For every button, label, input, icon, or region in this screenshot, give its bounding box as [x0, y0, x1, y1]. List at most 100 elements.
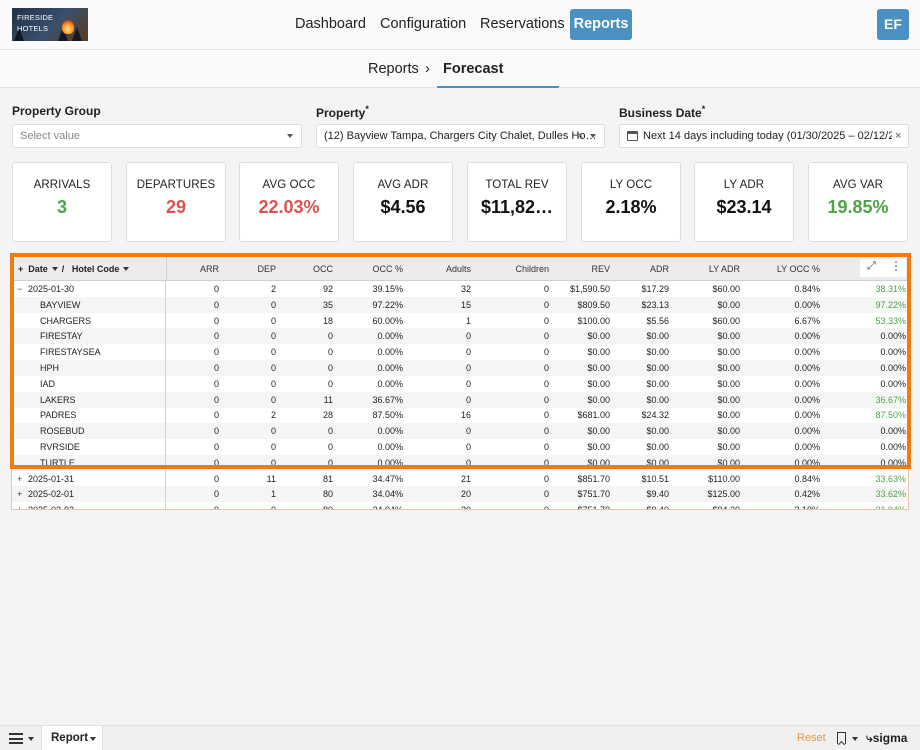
page-tab-report[interactable]: Report: [41, 726, 103, 750]
table-row-date[interactable]: +2025-01-31 0 11 81 34.47% 21 0 $851.70 $10.51 $1…: [12, 470, 908, 487]
nav-tab-reservations[interactable]: Reservations: [480, 16, 565, 32]
table-cell-var: 36.67%: [875, 394, 906, 405]
table-cell-adults: 32: [460, 284, 471, 294]
chevron-down-icon: [590, 134, 596, 138]
table-row-hotel[interactable]: PADRES 0 2 28 87.50% 16 0 $681.00 $24.32 $0.00 0.0…: [12, 407, 908, 424]
header-separator: /: [61, 264, 65, 274]
expand-icon[interactable]: ⤢: [867, 260, 876, 272]
table-cell-occ: 0: [327, 378, 333, 389]
table-cell-children: 0: [543, 489, 549, 500]
column-header-ly-occ-pct[interactable]: LY OCC %: [776, 264, 820, 274]
column-header-occ-pct[interactable]: OCC %: [372, 264, 403, 274]
table-cell-var: 0.00%: [880, 331, 906, 342]
collapse-row-icon[interactable]: −: [17, 284, 23, 294]
row-label: FIRESTAYSEA: [40, 347, 101, 358]
business-date-value: Next 14 days including today (01/30/2025…: [643, 130, 906, 142]
fireside-hotels-logo[interactable]: FIRESIDE HOTELS: [12, 8, 88, 41]
table-cell-occ: 80: [322, 489, 333, 500]
hotel-code-column-header[interactable]: Hotel Code: [71, 264, 120, 274]
table-cell-children: 0: [543, 299, 549, 310]
row-label-cell: PADRES: [12, 407, 166, 424]
table-cell-rev: $0.00: [587, 457, 610, 468]
table-row-date[interactable]: +2025-02-01 0 1 80 34.04% 20 0 $751.70 $9.40 $125…: [12, 486, 908, 503]
table-cell-occ: 0: [327, 457, 333, 468]
table-row-hotel[interactable]: FIRESTAY 0 0 0 0.00% 0 0 $0.00 $0.00 $0.00 0.00% 0.…: [12, 328, 908, 345]
row-label: IAD: [40, 378, 56, 389]
table-row-hotel[interactable]: CHARGERS 0 0 18 60.00% 1 0 $100.00 $5.56 $60.00 6.…: [12, 312, 908, 329]
table-row-hotel[interactable]: BAYVIEW 0 0 35 97.22% 15 0 $809.50 $23.13 $0.00 0.…: [12, 296, 908, 313]
expand-all-icon[interactable]: +: [18, 264, 24, 274]
user-avatar[interactable]: EF: [877, 9, 909, 40]
table-row-date[interactable]: +2025-02-02 0 0 80 34.04% 20 0 $751.70 $9.40 $94.…: [12, 502, 908, 509]
table-cell-children: 0: [543, 331, 549, 342]
table-row-date[interactable]: −2025-01-30 0 2 92 39.15% 32 0 $1,590.50 $17.29 $…: [12, 281, 908, 297]
chevron-down-icon[interactable]: [852, 737, 858, 741]
more-options-icon[interactable]: ⋮: [890, 259, 902, 273]
column-header-rev[interactable]: REV: [591, 264, 610, 274]
clear-icon[interactable]: ×: [892, 125, 905, 147]
required-mark: *: [365, 104, 369, 114]
column-divider: [166, 257, 167, 281]
table-cell-arr: 0: [213, 394, 219, 405]
property-group-select[interactable]: Select value: [12, 124, 302, 148]
table-row-hotel[interactable]: RVRSIDE 0 0 0 0.00% 0 0 $0.00 $0.00 $0.00 0.00% 0.0…: [12, 439, 908, 455]
column-header-adr[interactable]: ADR: [649, 264, 669, 274]
column-header-children[interactable]: Children: [515, 264, 549, 274]
column-header-arr[interactable]: ARR: [199, 264, 219, 274]
table-cell-ly-adr: $0.00: [717, 394, 740, 405]
table-row-hotel[interactable]: FIRESTAYSEA 0 0 0 0.00% 0 0 $0.00 $0.00 $0.00 0.00…: [12, 344, 908, 361]
property-select[interactable]: (12) Bayview Tampa, Chargers City Chalet…: [316, 124, 605, 148]
table-row-hotel[interactable]: LAKERS 0 0 11 36.67% 0 0 $0.00 $0.00 $0.00 0.00% 36…: [12, 391, 908, 408]
table-cell-dep: 0: [270, 347, 276, 358]
menu-icon[interactable]: [9, 733, 23, 744]
table-cell-adults: 20: [460, 489, 471, 500]
column-header-occ[interactable]: OCC: [313, 264, 333, 274]
row-label: PADRES: [40, 410, 77, 421]
column-header-ly-adr[interactable]: LY ADR: [708, 264, 740, 274]
required-mark: *: [701, 104, 706, 114]
table-cell-dep: 0: [270, 426, 276, 437]
reset-button[interactable]: Reset: [797, 732, 826, 744]
nav-tab-dashboard[interactable]: Dashboard: [295, 16, 366, 32]
table-cell-children: 0: [543, 394, 549, 405]
table-row-hotel[interactable]: IAD 0 0 0 0.00% 0 0 $0.00 $0.00 $0.00 0.00% 0.00%: [12, 375, 908, 392]
table-cell-var: 53.33%: [875, 315, 906, 326]
bookmark-icon[interactable]: [837, 732, 846, 744]
table-row-hotel[interactable]: ROSEBUD 0 0 0 0.00% 0 0 $0.00 $0.00 $0.00 0.00% 0.0…: [12, 423, 908, 440]
chevron-down-icon[interactable]: [28, 737, 34, 741]
column-header-dep[interactable]: DEP: [257, 264, 276, 274]
table-cell-adr: $9.40: [646, 489, 669, 500]
table-cell-occ-pct: 0.00%: [377, 442, 403, 452]
date-column-header[interactable]: Date: [28, 264, 48, 274]
expand-row-icon[interactable]: +: [17, 489, 23, 500]
chevron-down-icon[interactable]: [51, 267, 58, 272]
table-cell-rev: $1,590.50: [569, 284, 610, 294]
chevron-down-icon[interactable]: [123, 267, 130, 272]
table-header: + Date / Hotel Code ARR DEP OCC OCC % Adults C…: [12, 257, 908, 281]
row-label-cell: +2025-02-02: [12, 502, 166, 509]
nav-tab-reports[interactable]: Reports: [570, 9, 632, 40]
column-header-adults[interactable]: Adults: [445, 264, 471, 274]
table-cell-adults: 0: [465, 378, 471, 389]
table-cell-arr: 0: [213, 347, 219, 358]
table-cell-var: 0.00%: [880, 457, 906, 468]
table-cell-ly-adr: $94.20: [712, 502, 740, 509]
table-cell-adults: 0: [465, 363, 471, 373]
breadcrumb-reports-link[interactable]: Reports: [368, 61, 419, 77]
table-cell-occ-pct: 0.00%: [377, 457, 403, 468]
table-cell-ly-occ-pct: 6.67%: [794, 315, 820, 326]
table-cell-ly-occ-pct: 0.00%: [794, 347, 820, 358]
chevron-down-icon[interactable]: [90, 737, 96, 741]
expand-row-icon[interactable]: +: [17, 473, 23, 484]
table-row-hotel[interactable]: TURTLE 0 0 0 0.00% 0 0 $0.00 $0.00 $0.00 0.00% 0.00…: [12, 454, 908, 471]
table-row-hotel[interactable]: HPH 0 0 0 0.00% 0 0 $0.00 $0.00 $0.00 0.00% 0.00%: [12, 360, 908, 376]
table-cell-occ-pct: 0.00%: [377, 331, 403, 342]
chevron-down-icon: [287, 134, 293, 138]
business-date-picker[interactable]: Next 14 days including today (01/30/2025…: [619, 124, 909, 148]
expand-row-icon[interactable]: +: [17, 502, 22, 509]
table-cell-ly-adr: $125.00: [707, 489, 740, 500]
clear-icon[interactable]: ×: [577, 130, 584, 142]
nav-tab-configuration[interactable]: Configuration: [380, 16, 467, 32]
breadcrumb-forecast-current[interactable]: Forecast: [443, 61, 504, 77]
row-label-cell: +2025-01-31: [12, 470, 166, 487]
